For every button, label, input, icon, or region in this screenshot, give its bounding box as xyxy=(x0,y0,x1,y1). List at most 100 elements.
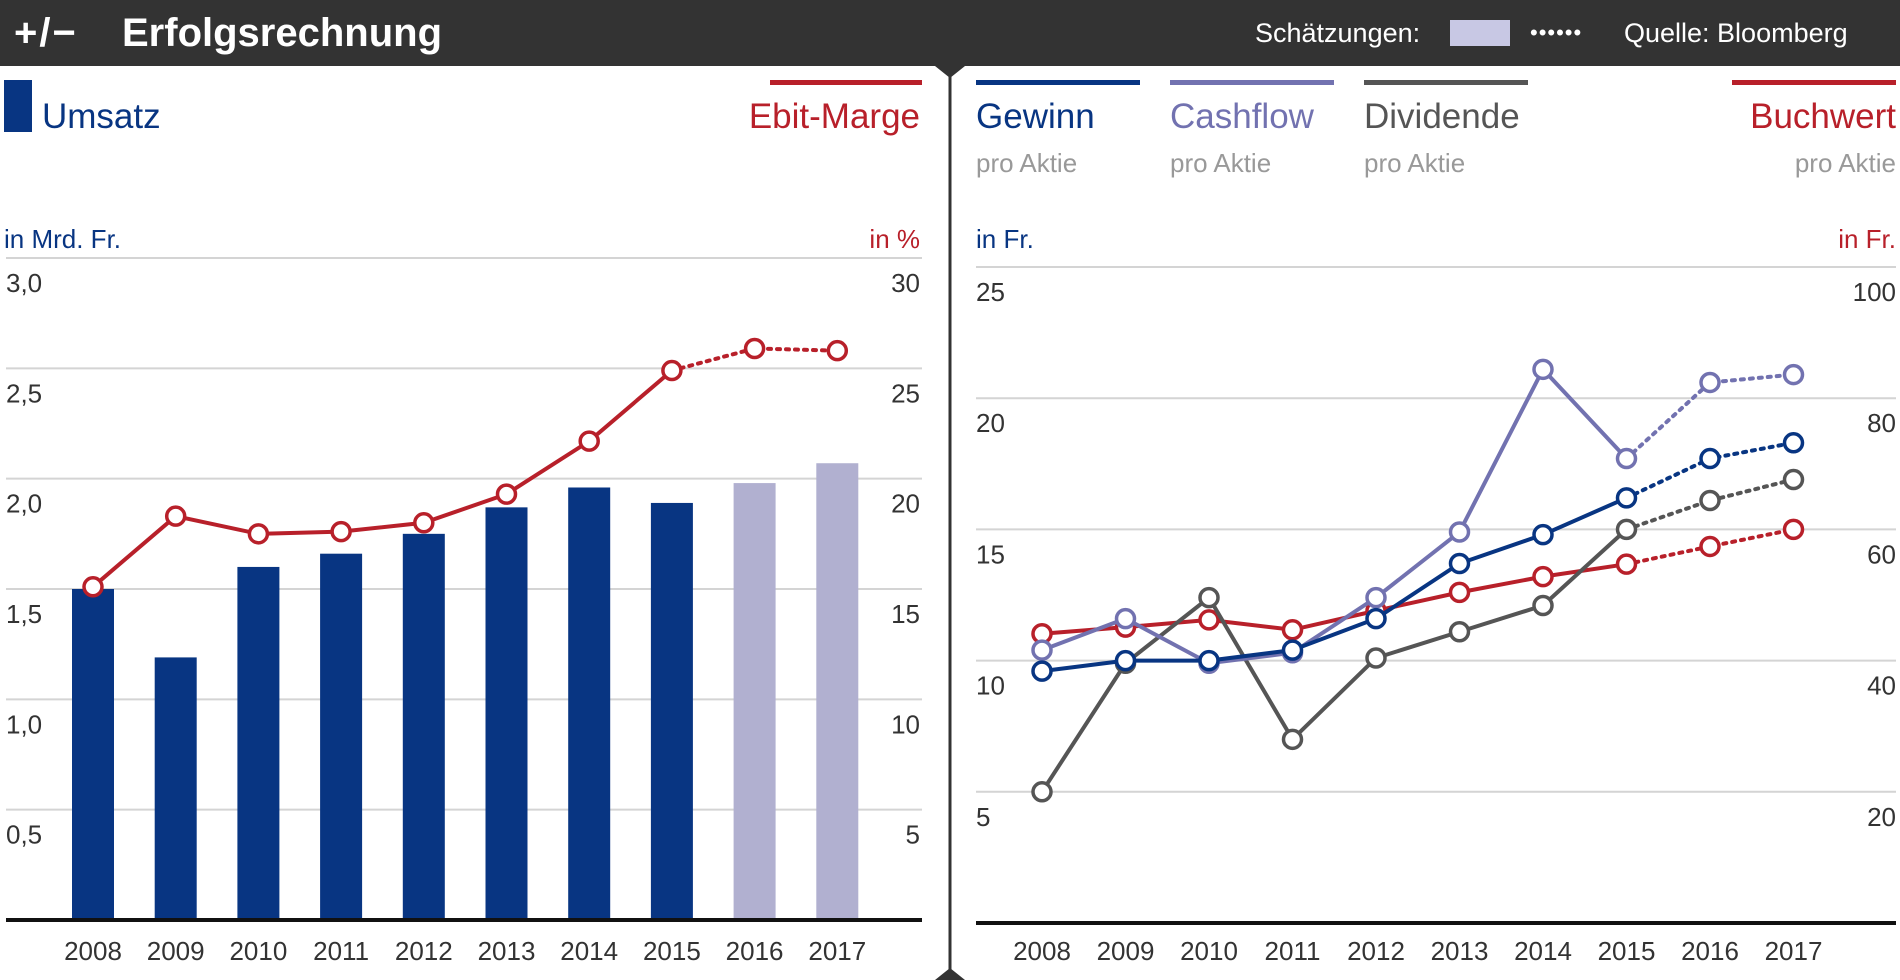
right-ytick-5: 5 xyxy=(906,820,920,850)
right-chart-left-ytick-5: 5 xyxy=(976,802,990,832)
left-ytick-0-5: 0,5 xyxy=(6,820,42,850)
gewinn-series xyxy=(1031,432,1805,682)
left-ytick-1-5: 1,5 xyxy=(6,599,42,629)
umsatz-legend-label: Umsatz xyxy=(42,97,161,136)
dividende-point-2017 xyxy=(1782,468,1805,491)
dividende-legend-line xyxy=(1364,80,1528,85)
right-chart-right-ytick-20: 20 xyxy=(1867,802,1896,832)
dividende-point-2015 xyxy=(1615,518,1638,541)
umsatz-bar-2008 xyxy=(72,589,114,920)
buchwert-point-2016 xyxy=(1699,535,1721,558)
right-axis-unit: in % xyxy=(869,224,920,254)
right-chart-xtick-2009: 2009 xyxy=(1097,936,1155,966)
dividende-line-actual xyxy=(1040,527,1628,793)
dividende-point-2012 xyxy=(1365,647,1387,669)
right-chart-right-ytick-40: 40 xyxy=(1867,671,1896,701)
dividende-point-2010 xyxy=(1198,586,1220,609)
cashflow-line-actual xyxy=(1041,365,1628,666)
cashflow-point-2015 xyxy=(1615,447,1638,470)
right-chart-right-unit: in Fr. xyxy=(1838,224,1896,254)
ebit-point-2016 xyxy=(743,337,766,360)
left-xtick-2012: 2012 xyxy=(395,936,453,966)
gewinn-point-2015 xyxy=(1615,487,1638,509)
ebit-line-actual xyxy=(91,369,674,589)
buchwert-point-2015 xyxy=(1615,553,1638,575)
gewinn-point-2010 xyxy=(1198,649,1220,672)
dividende-point-2013 xyxy=(1448,620,1471,643)
dividende-series xyxy=(1031,468,1805,803)
umsatz-bar-2014 xyxy=(568,487,611,920)
left-xtick-2008: 2008 xyxy=(64,936,122,966)
right-chart-right-ytick-100: 100 xyxy=(1853,277,1896,307)
buchwert-point-2011 xyxy=(1281,619,1304,641)
dividende-point-2011 xyxy=(1281,728,1304,751)
right-ytick-15: 15 xyxy=(891,599,920,629)
buchwert-point-2013 xyxy=(1448,581,1471,604)
buchwert-legend-line xyxy=(1732,80,1896,85)
gewinn-point-2011 xyxy=(1281,639,1304,661)
ebit-point-2017 xyxy=(826,339,849,362)
ebit-legend-label: Ebit-Marge xyxy=(749,97,920,136)
left-xtick-2010: 2010 xyxy=(229,936,287,966)
left-xtick-2015: 2015 xyxy=(643,936,701,966)
left-xtick-2011: 2011 xyxy=(313,936,369,966)
buchwert-legend-label: Buchwert xyxy=(1750,97,1896,136)
per-share-chart: Gewinn pro Aktie Cashflow pro Aktie Divi… xyxy=(976,80,1896,966)
right-ytick-30: 30 xyxy=(891,268,920,298)
right-chart-xtick-2010: 2010 xyxy=(1180,936,1238,966)
ebit-point-2010 xyxy=(247,523,270,545)
estimates-swatch xyxy=(1450,20,1510,46)
umsatz-bar-2013 xyxy=(485,507,528,920)
left-xtick-2009: 2009 xyxy=(147,936,205,966)
left-ytick-2-0: 2,0 xyxy=(6,489,42,519)
source-label: Quelle: Bloomberg xyxy=(1624,18,1848,48)
divider-notch-top xyxy=(935,66,965,78)
right-ytick-20: 20 xyxy=(891,489,920,519)
right-ytick-25: 25 xyxy=(891,378,920,408)
buchwert-point-2014 xyxy=(1532,565,1554,588)
left-ytick-2-5: 2,5 xyxy=(6,378,42,408)
right-chart-right-ytick-60: 60 xyxy=(1867,539,1896,569)
right-chart-xtick-2013: 2013 xyxy=(1431,936,1489,966)
umsatz-legend-swatch xyxy=(4,80,32,132)
right-chart-right-ytick-80: 80 xyxy=(1867,408,1896,438)
dividende-legend-sublabel: pro Aktie xyxy=(1364,148,1465,178)
ebit-point-2013 xyxy=(495,483,518,505)
right-ytick-10: 10 xyxy=(891,709,920,739)
divider-notch-bottom xyxy=(935,968,965,980)
gewinn-point-2014 xyxy=(1532,523,1554,546)
left-axis-unit: in Mrd. Fr. xyxy=(4,224,121,254)
cashflow-point-2008 xyxy=(1031,639,1053,661)
right-chart-left-ytick-15: 15 xyxy=(976,539,1005,569)
gewinn-point-2016 xyxy=(1699,447,1721,470)
ebit-point-2014 xyxy=(578,430,600,452)
gewinn-point-2009 xyxy=(1114,649,1137,672)
right-chart-xtick-2017: 2017 xyxy=(1765,936,1823,966)
ebit-legend-line xyxy=(770,80,922,85)
ebit-point-2012 xyxy=(413,512,435,534)
umsatz-ebit-chart: Umsatz Ebit-Marge in Mrd. Fr. in % 2008 2… xyxy=(4,80,922,966)
gewinn-line-actual xyxy=(1041,496,1628,674)
right-chart-left-unit: in Fr. xyxy=(976,224,1034,254)
right-chart-xtick-2015: 2015 xyxy=(1598,936,1656,966)
charts-canvas: Umsatz Ebit-Marge in Mrd. Fr. in % 2008 2… xyxy=(4,66,1896,980)
right-chart-xtick-2012: 2012 xyxy=(1347,936,1405,966)
left-xtick-2013: 2013 xyxy=(478,936,536,966)
left-xtick-2017: 2017 xyxy=(808,936,866,966)
umsatz-bar-2011 xyxy=(320,553,363,920)
dividende-legend-label: Dividende xyxy=(1364,97,1520,136)
estimates-dots: •••••• xyxy=(1530,20,1583,45)
left-ytick-3-0: 3,0 xyxy=(6,268,42,298)
umsatz-bar-2015 xyxy=(650,502,693,920)
dividende-point-2008 xyxy=(1031,781,1053,803)
right-chart-xtick-2008: 2008 xyxy=(1013,936,1071,966)
gewinn-legend-line xyxy=(976,80,1140,85)
umsatz-bar-2016 xyxy=(733,483,776,920)
right-chart-left-ytick-20: 20 xyxy=(976,408,1005,438)
ebit-point-2011 xyxy=(330,520,352,543)
ebit-point-2009 xyxy=(164,505,187,527)
left-xtick-2016: 2016 xyxy=(726,936,784,966)
umsatz-bar-2012 xyxy=(402,533,445,920)
right-chart-left-ytick-25: 25 xyxy=(976,277,1005,307)
ebit-point-2008 xyxy=(82,576,104,598)
